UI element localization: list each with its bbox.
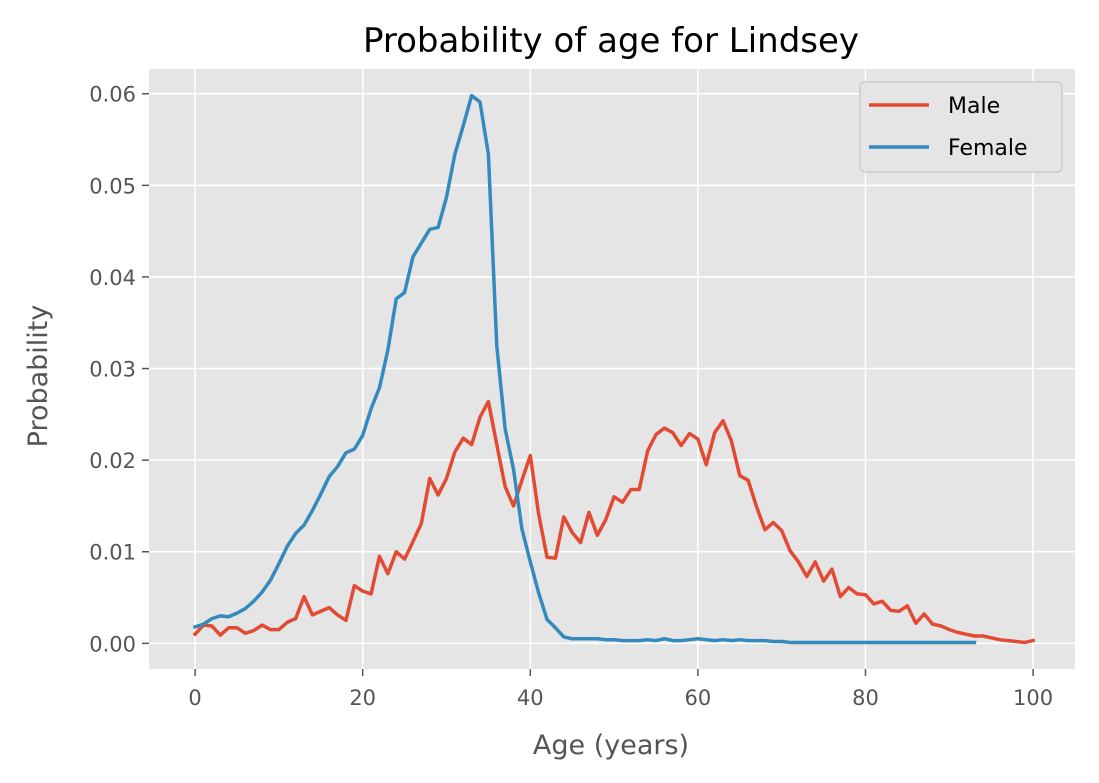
x-tick-label: 80 [852, 686, 879, 710]
x-tick-label: 20 [349, 686, 376, 710]
series-group [192, 93, 1036, 645]
legend-label-female: Female [948, 136, 1028, 161]
series-line-male [192, 399, 1036, 645]
y-tick-label: 0.06 [89, 83, 136, 107]
x-tick-label: 0 [188, 686, 201, 710]
y-tick-label: 0.01 [89, 541, 136, 565]
y-tick-label: 0.05 [89, 174, 136, 198]
series-line-female [192, 93, 977, 645]
y-tick-label: 0.03 [89, 358, 136, 382]
x-axis-label: Age (years) [533, 730, 689, 761]
chart-title: Probability of age for Lindsey [363, 21, 859, 61]
x-tick-label: 60 [685, 686, 712, 710]
y-tick-label: 0.02 [89, 449, 136, 473]
y-tick-label: 0.04 [89, 266, 136, 290]
grid [149, 69, 1075, 669]
x-tick-label: 40 [517, 686, 544, 710]
x-tick-label: 100 [1013, 686, 1053, 710]
y-axis-label: Probability [23, 305, 54, 448]
y-tick-label: 0.00 [89, 632, 136, 656]
legend: Male Female [859, 81, 1063, 173]
y-axis: 0.00 0.01 0.02 0.03 0.04 0.05 0.06 [89, 83, 149, 656]
x-axis: 0 20 40 60 80 100 [188, 669, 1053, 710]
legend-label-male: Male [948, 94, 1000, 119]
